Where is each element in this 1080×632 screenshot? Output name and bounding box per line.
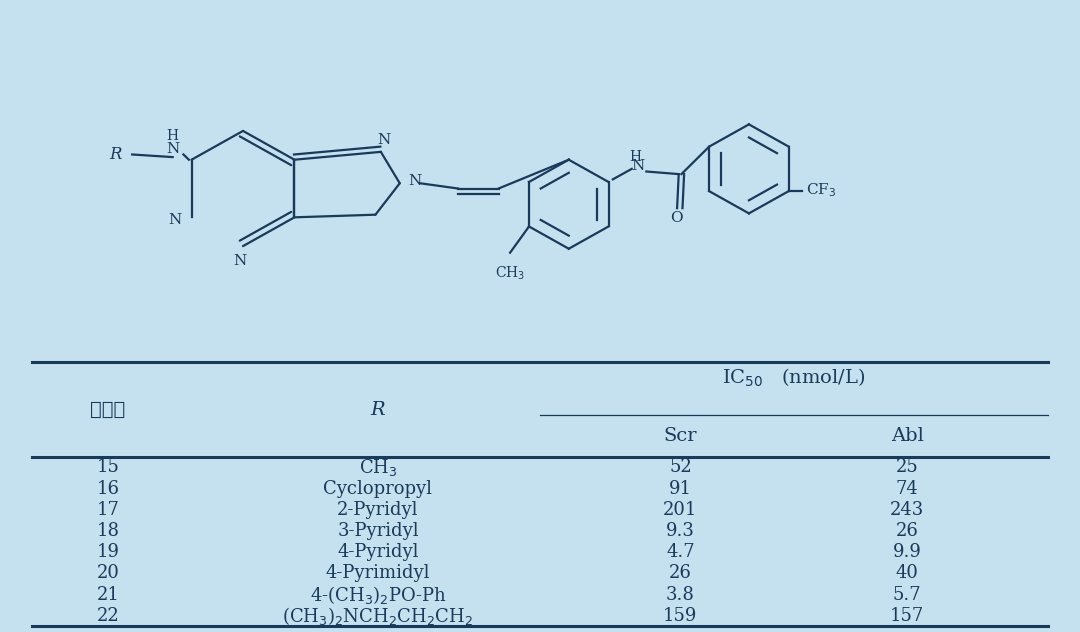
Text: CH$_3$: CH$_3$ [495,264,525,282]
Text: 3-Pyridyl: 3-Pyridyl [337,522,419,540]
Text: 40: 40 [895,564,919,583]
Text: N: N [168,213,183,227]
Text: 15: 15 [96,458,120,477]
Text: CH$_3$: CH$_3$ [359,457,397,478]
Text: 17: 17 [96,501,120,519]
Text: N: N [632,159,645,173]
Text: 26: 26 [669,564,692,583]
Text: 4-Pyrimidyl: 4-Pyrimidyl [326,564,430,583]
Text: Abl: Abl [891,427,923,445]
Text: 20: 20 [96,564,120,583]
Text: 26: 26 [895,522,919,540]
Text: 3.8: 3.8 [666,586,694,604]
Text: N: N [408,174,421,188]
Text: IC$_{50}$   (nmol/L): IC$_{50}$ (nmol/L) [723,367,865,389]
Text: N: N [377,133,390,147]
Text: 91: 91 [669,480,692,497]
Text: (CH$_3$)$_2$NCH$_2$CH$_2$CH$_2$: (CH$_3$)$_2$NCH$_2$CH$_2$CH$_2$ [282,605,474,627]
Text: 21: 21 [96,586,120,604]
Text: H: H [166,129,178,143]
Text: 9.3: 9.3 [666,522,694,540]
Text: R: R [370,401,386,418]
Text: 19: 19 [96,544,120,561]
Text: Scr: Scr [663,427,698,445]
Text: 74: 74 [895,480,919,497]
Text: 4-(CH$_3$)$_2$PO-Ph: 4-(CH$_3$)$_2$PO-Ph [310,583,446,605]
Text: O: O [670,210,683,224]
Text: 9.9: 9.9 [893,544,921,561]
Text: R: R [110,146,122,163]
Text: 化合物: 化合物 [91,400,125,419]
Text: H: H [630,150,642,164]
Text: 159: 159 [663,607,698,625]
Text: 52: 52 [669,458,692,477]
Text: 157: 157 [890,607,924,625]
Text: N: N [233,254,247,268]
Text: 18: 18 [96,522,120,540]
Text: 201: 201 [663,501,698,519]
Text: 25: 25 [895,458,919,477]
Text: 4.7: 4.7 [666,544,694,561]
Text: CF$_3$: CF$_3$ [806,181,836,199]
Text: 243: 243 [890,501,924,519]
Text: 5.7: 5.7 [893,586,921,604]
Text: N: N [166,142,179,156]
Text: 16: 16 [96,480,120,497]
Text: Cyclopropyl: Cyclopropyl [324,480,432,497]
Text: 4-Pyridyl: 4-Pyridyl [337,544,419,561]
Text: 2-Pyridyl: 2-Pyridyl [337,501,419,519]
Text: 22: 22 [96,607,120,625]
